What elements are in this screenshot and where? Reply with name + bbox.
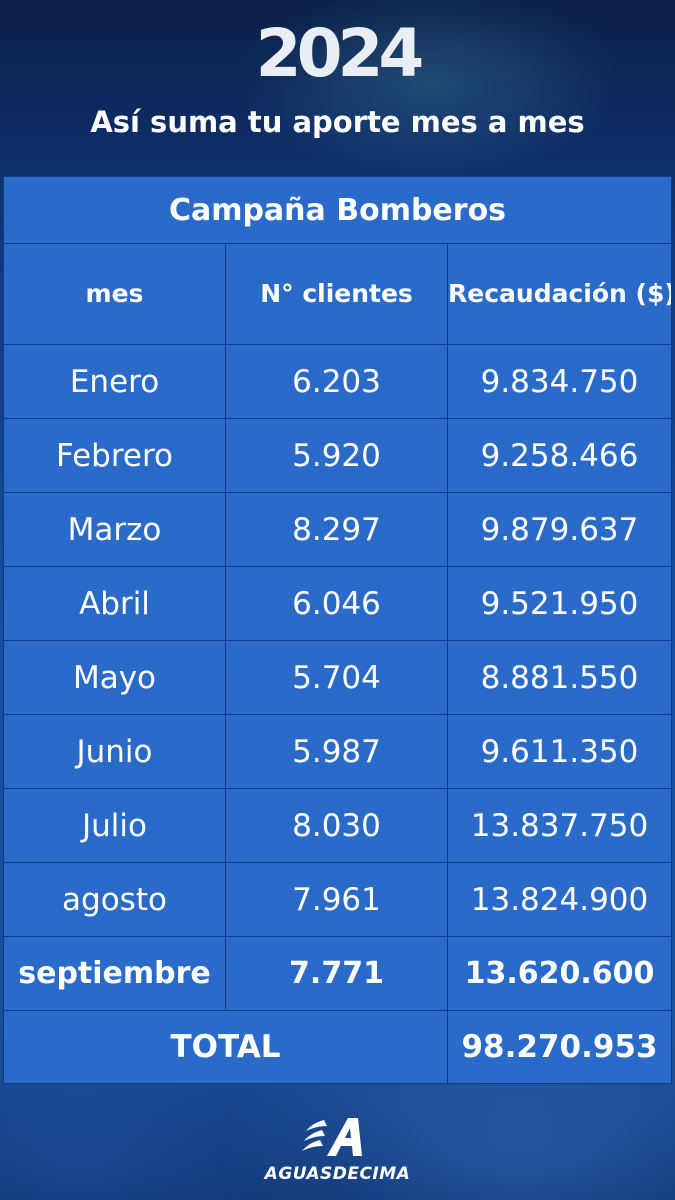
cell-clientes: 8.297 xyxy=(225,492,448,567)
table-title: Campaña Bomberos xyxy=(3,176,672,244)
cell-mes: Abril xyxy=(3,566,226,641)
cell-clientes: 7.771 xyxy=(225,936,448,1011)
page-subtitle: Así suma tu aporte mes a mes xyxy=(90,105,585,139)
cell-clientes: 5.920 xyxy=(225,418,448,493)
cell-clientes: 7.961 xyxy=(225,862,448,937)
table-title-row: Campaña Bomberos xyxy=(3,176,672,244)
year-heading: 2024 xyxy=(255,15,425,92)
table-row: Junio 5.987 9.611.350 xyxy=(3,714,672,789)
cell-recaudacion: 9.834.750 xyxy=(447,344,672,419)
table-row: Julio 8.030 13.837.750 xyxy=(3,788,672,863)
table-row: Febrero 5.920 9.258.466 xyxy=(3,418,672,493)
cell-mes: Enero xyxy=(3,344,226,419)
table-row-highlighted: septiembre 7.771 13.620.600 xyxy=(3,936,672,1011)
cell-recaudacion: 9.258.466 xyxy=(447,418,672,493)
cell-recaudacion: 9.611.350 xyxy=(447,714,672,789)
cell-recaudacion: 13.837.750 xyxy=(447,788,672,863)
cell-mes: Marzo xyxy=(3,492,226,567)
table-row: Enero 6.203 9.834.750 xyxy=(3,344,672,419)
cell-mes: Julio xyxy=(3,788,226,863)
cell-mes: Febrero xyxy=(3,418,226,493)
cell-clientes: 5.704 xyxy=(225,640,448,715)
table-row: Marzo 8.297 9.879.637 xyxy=(3,492,672,567)
cell-mes: agosto xyxy=(3,862,226,937)
cell-clientes: 5.987 xyxy=(225,714,448,789)
cell-mes: Junio xyxy=(3,714,226,789)
cell-recaudacion: 13.824.900 xyxy=(447,862,672,937)
column-header-clientes: N° clientes xyxy=(225,243,448,345)
cell-clientes: 6.046 xyxy=(225,566,448,641)
cell-clientes: 8.030 xyxy=(225,788,448,863)
cell-clientes: 6.203 xyxy=(225,344,448,419)
campaign-table: Campaña Bomberos mes N° clientes Recauda… xyxy=(3,176,672,1084)
table-header-row: mes N° clientes Recaudación ($) xyxy=(3,243,672,345)
aguasdecima-logo-icon xyxy=(301,1118,362,1156)
brand-logo: AGUASDECIMA xyxy=(0,1114,675,1194)
cell-recaudacion: 9.879.637 xyxy=(447,492,672,567)
cell-recaudacion: 13.620.600 xyxy=(447,936,672,1011)
table-row: Abril 6.046 9.521.950 xyxy=(3,566,672,641)
total-value: 98.270.953 xyxy=(447,1010,672,1084)
table-total-row: TOTAL 98.270.953 xyxy=(3,1010,672,1084)
cell-recaudacion: 8.881.550 xyxy=(447,640,672,715)
column-header-mes: mes xyxy=(3,243,226,345)
brand-name: AGUASDECIMA xyxy=(264,1164,411,1184)
cell-mes: Mayo xyxy=(3,640,226,715)
table-row: agosto 7.961 13.824.900 xyxy=(3,862,672,937)
cell-recaudacion: 9.521.950 xyxy=(447,566,672,641)
cell-mes: septiembre xyxy=(3,936,226,1011)
table-row: Mayo 5.704 8.881.550 xyxy=(3,640,672,715)
column-header-recaudacion: Recaudación ($) xyxy=(447,243,672,345)
total-label: TOTAL xyxy=(3,1010,448,1084)
